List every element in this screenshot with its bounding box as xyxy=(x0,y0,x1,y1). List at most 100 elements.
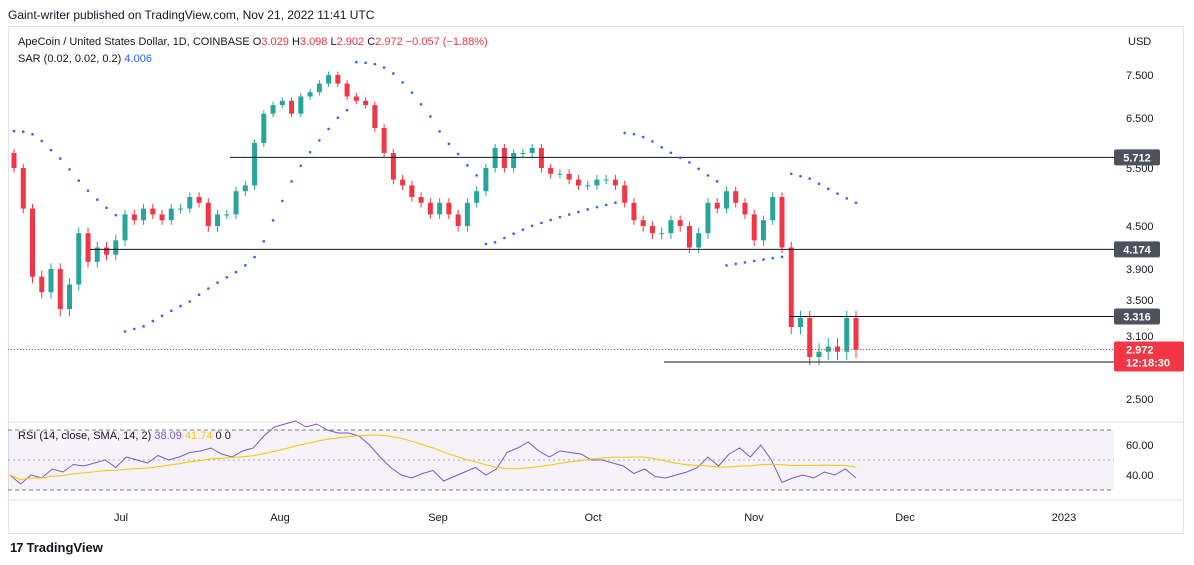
sar-dot xyxy=(299,164,303,168)
candle-body xyxy=(770,197,776,221)
candle-body xyxy=(224,214,230,216)
sar-dot xyxy=(817,182,821,186)
sar-dot xyxy=(49,148,53,152)
candle-body xyxy=(686,226,692,248)
price-axis-tick: 3.900 xyxy=(1126,264,1154,276)
sar-dot xyxy=(780,255,784,259)
sar-dot xyxy=(262,240,266,243)
sar-dot xyxy=(160,314,164,318)
sar-dot xyxy=(290,180,293,183)
candle-body xyxy=(668,220,674,234)
sar-dot xyxy=(77,179,81,182)
price-axis-tick: 6.500 xyxy=(1126,113,1154,125)
last-price-label: 2.972 xyxy=(1126,344,1154,356)
candle-body xyxy=(751,214,757,241)
sar-label: SAR (0.02, 0.02, 0.2) xyxy=(18,53,122,65)
level-price-label: 3.316 xyxy=(1123,312,1151,324)
candle-body xyxy=(261,113,267,143)
close-value: 2.972 xyxy=(375,36,403,48)
sar-dot xyxy=(12,129,16,133)
candle-body xyxy=(215,214,221,226)
sar-legend[interactable]: SAR (0.02, 0.02, 0.2) 4.006 xyxy=(18,53,152,65)
candle-body xyxy=(57,269,63,309)
time-axis-tick: Oct xyxy=(584,512,601,524)
candle-body xyxy=(816,351,822,357)
candle-body xyxy=(335,75,341,84)
sar-dot xyxy=(40,139,44,143)
sar-dot xyxy=(734,262,738,266)
candle-body xyxy=(760,220,766,241)
rsi-legend[interactable]: RSI (14, close, SMA, 14, 2) 38.09 41.74 … xyxy=(18,430,231,442)
rsi-ma-value: 41.74 xyxy=(184,430,213,442)
sar-dot xyxy=(86,189,90,192)
level-price-label: 5.712 xyxy=(1123,152,1151,164)
candle-body xyxy=(363,100,369,106)
candle-body xyxy=(326,75,332,84)
sar-dot xyxy=(308,150,312,154)
rsi-extra: 0 0 xyxy=(215,430,231,442)
candle-body xyxy=(733,191,739,203)
close-label: C xyxy=(367,36,376,48)
sar-dot xyxy=(845,197,849,200)
candle-body xyxy=(418,197,424,203)
sar-value: 4.006 xyxy=(124,53,152,65)
candle-body xyxy=(788,247,794,327)
candles-group xyxy=(11,71,859,366)
candle-body xyxy=(150,208,156,215)
sar-dot xyxy=(503,236,506,240)
candle-body xyxy=(279,100,285,106)
sar-dot xyxy=(715,180,719,183)
candle-body xyxy=(705,202,711,234)
candle-body xyxy=(344,83,350,97)
sar-dot xyxy=(484,242,488,246)
sar-dot xyxy=(355,60,358,64)
price-axis-tick: 2.500 xyxy=(1126,394,1154,406)
candle-body xyxy=(807,318,813,357)
sar-dot xyxy=(669,151,673,155)
rsi-axis-tick: 40.00 xyxy=(1126,470,1154,482)
price-axis-tick: 5.500 xyxy=(1126,163,1154,175)
candle-body xyxy=(252,143,258,186)
candle-body xyxy=(742,202,748,215)
rsi-value: 38.09 xyxy=(154,430,182,442)
sar-dot xyxy=(558,215,562,219)
candle-body xyxy=(853,318,859,350)
candle-body xyxy=(659,233,665,235)
price-axis-tick: 3.100 xyxy=(1126,331,1154,343)
candle-body xyxy=(557,173,563,175)
sar-dot xyxy=(521,228,525,231)
sar-dot xyxy=(151,319,155,323)
candle-body xyxy=(501,148,507,168)
time-axis-tick: Sep xyxy=(428,512,448,524)
symbol-label[interactable]: ApeCoin / United States Dollar, 1D, COIN… xyxy=(18,36,250,48)
sar-dot xyxy=(595,205,599,209)
candle-body xyxy=(409,185,415,197)
last-price-tag xyxy=(1114,341,1184,372)
candle-body xyxy=(723,191,729,209)
sar-dot xyxy=(808,177,812,180)
sar-dot xyxy=(706,174,710,177)
rsi-axis-tick: 60.00 xyxy=(1126,440,1154,452)
open-value: 3.029 xyxy=(261,36,289,48)
sar-dot xyxy=(382,66,386,69)
tradingview-logo[interactable]: 17 TradingView xyxy=(10,540,103,555)
sar-dot xyxy=(179,304,182,308)
candle-body xyxy=(575,179,581,186)
candle-body xyxy=(844,318,850,352)
sar-dot xyxy=(688,161,691,164)
candle-body xyxy=(168,208,174,221)
candle-body xyxy=(205,202,211,226)
candle-body xyxy=(834,346,840,352)
sar-dot xyxy=(410,91,414,94)
candle-body xyxy=(825,346,831,352)
sar-dot xyxy=(207,287,210,290)
sar-dot xyxy=(456,152,460,156)
candle-body xyxy=(233,191,239,215)
sar-dot xyxy=(466,164,469,167)
candle-body xyxy=(187,197,193,209)
candle-body xyxy=(520,153,526,154)
high-value: 3.098 xyxy=(299,36,328,48)
candle-body xyxy=(400,179,406,186)
publisher-line: Gaint-writer published on TradingView.co… xyxy=(8,8,375,22)
